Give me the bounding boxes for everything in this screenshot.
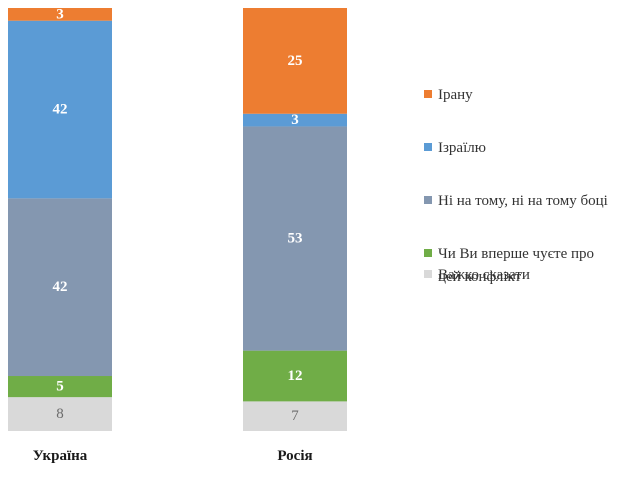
data-label-1-2: 53 xyxy=(288,231,303,247)
legend-swatch-2 xyxy=(424,196,432,204)
data-label-0-2: 42 xyxy=(53,279,68,295)
legend-label-0: Ірану xyxy=(438,87,473,103)
bar-segment-0-3 xyxy=(8,20,112,199)
bar-segment-1-2 xyxy=(243,126,347,351)
bar-segment-0-2 xyxy=(8,198,112,377)
bars-group: 8 5 42 42 3 7 12 53 3 25 xyxy=(8,6,347,431)
legend-label-1: Ізраїлю xyxy=(438,140,486,156)
data-label-1-0: 7 xyxy=(291,408,299,424)
category-labels: Україна Росія xyxy=(33,448,313,464)
bar-segment-0-1 xyxy=(8,376,112,398)
legend-label-2: Ні на тому, ні на тому боці xyxy=(438,193,608,209)
bar-segment-1-3 xyxy=(243,113,347,127)
bar-segment-1-0 xyxy=(243,401,347,431)
category-label-1: Росія xyxy=(277,448,312,464)
data-label-0-1: 5 xyxy=(56,379,64,395)
bar-segment-1-1 xyxy=(243,350,347,402)
data-label-1-4: 25 xyxy=(288,53,303,69)
legend-swatch-1 xyxy=(424,143,432,151)
data-label-0-0: 8 xyxy=(56,406,64,422)
data-label-0-3: 42 xyxy=(53,102,68,118)
bar-segment-0-0 xyxy=(8,397,112,431)
bar-segment-1-4 xyxy=(243,8,347,114)
data-label-1-1: 12 xyxy=(288,368,303,384)
legend-swatch-4 xyxy=(424,270,432,278)
legend-label-4: Важко сказати xyxy=(438,267,530,283)
data-label-1-3: 3 xyxy=(291,112,299,128)
legend-label-3: Чи Ви вперше чуєте про цей конфлікт xyxy=(438,246,594,285)
category-label-0: Україна xyxy=(33,448,88,464)
legend-swatch-0 xyxy=(424,90,432,98)
data-label-0-4: 3 xyxy=(56,6,64,22)
legend-swatch-3 xyxy=(424,249,432,257)
bar-segment-0-4 xyxy=(8,8,112,21)
legend: Ірану Ізраїлю Ні на тому, ні на тому боці Ч… xyxy=(424,87,608,285)
